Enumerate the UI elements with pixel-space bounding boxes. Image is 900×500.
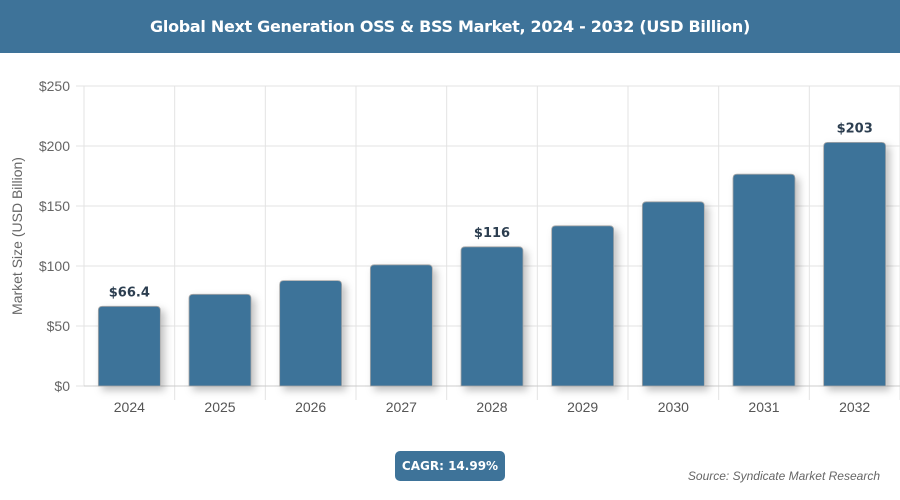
source-note: Source: Syndicate Market Research: [687, 469, 880, 483]
x-tick-label: 2030: [658, 399, 689, 415]
bar-2031: [732, 173, 796, 387]
data-label: $66.4: [109, 285, 150, 300]
bar-2032: [823, 142, 887, 387]
x-tick-label: 2029: [567, 399, 598, 415]
bar-2025: [188, 293, 252, 387]
y-tick-label: $200: [39, 138, 70, 154]
y-tick-label: $250: [39, 78, 70, 94]
x-tick-label: 2026: [295, 399, 326, 415]
bar-2026: [279, 280, 343, 387]
bar-2027: [369, 264, 433, 387]
data-label: $116: [474, 226, 510, 241]
x-tick-label: 2032: [839, 399, 870, 415]
bar-2028: [460, 246, 524, 387]
y-tick-label: $50: [47, 318, 71, 334]
y-axis-label: Market Size (USD Billion): [9, 157, 25, 315]
chart-title: Global Next Generation OSS & BSS Market,…: [0, 0, 900, 53]
bar-2030: [641, 201, 705, 387]
x-tick-label: 2024: [114, 399, 145, 415]
x-tick-label: 2027: [386, 399, 417, 415]
y-tick-label: $150: [39, 198, 70, 214]
cagr-badge: CAGR: 14.99%: [395, 451, 505, 481]
x-tick-label: 2028: [476, 399, 507, 415]
bar-2024: [97, 305, 161, 387]
y-tick-label: $0: [54, 378, 70, 394]
x-tick-label: 2025: [204, 399, 235, 415]
data-label: $203: [837, 121, 873, 136]
y-tick-label: $100: [39, 258, 70, 274]
bar-2029: [551, 225, 615, 387]
x-tick-label: 2031: [748, 399, 779, 415]
